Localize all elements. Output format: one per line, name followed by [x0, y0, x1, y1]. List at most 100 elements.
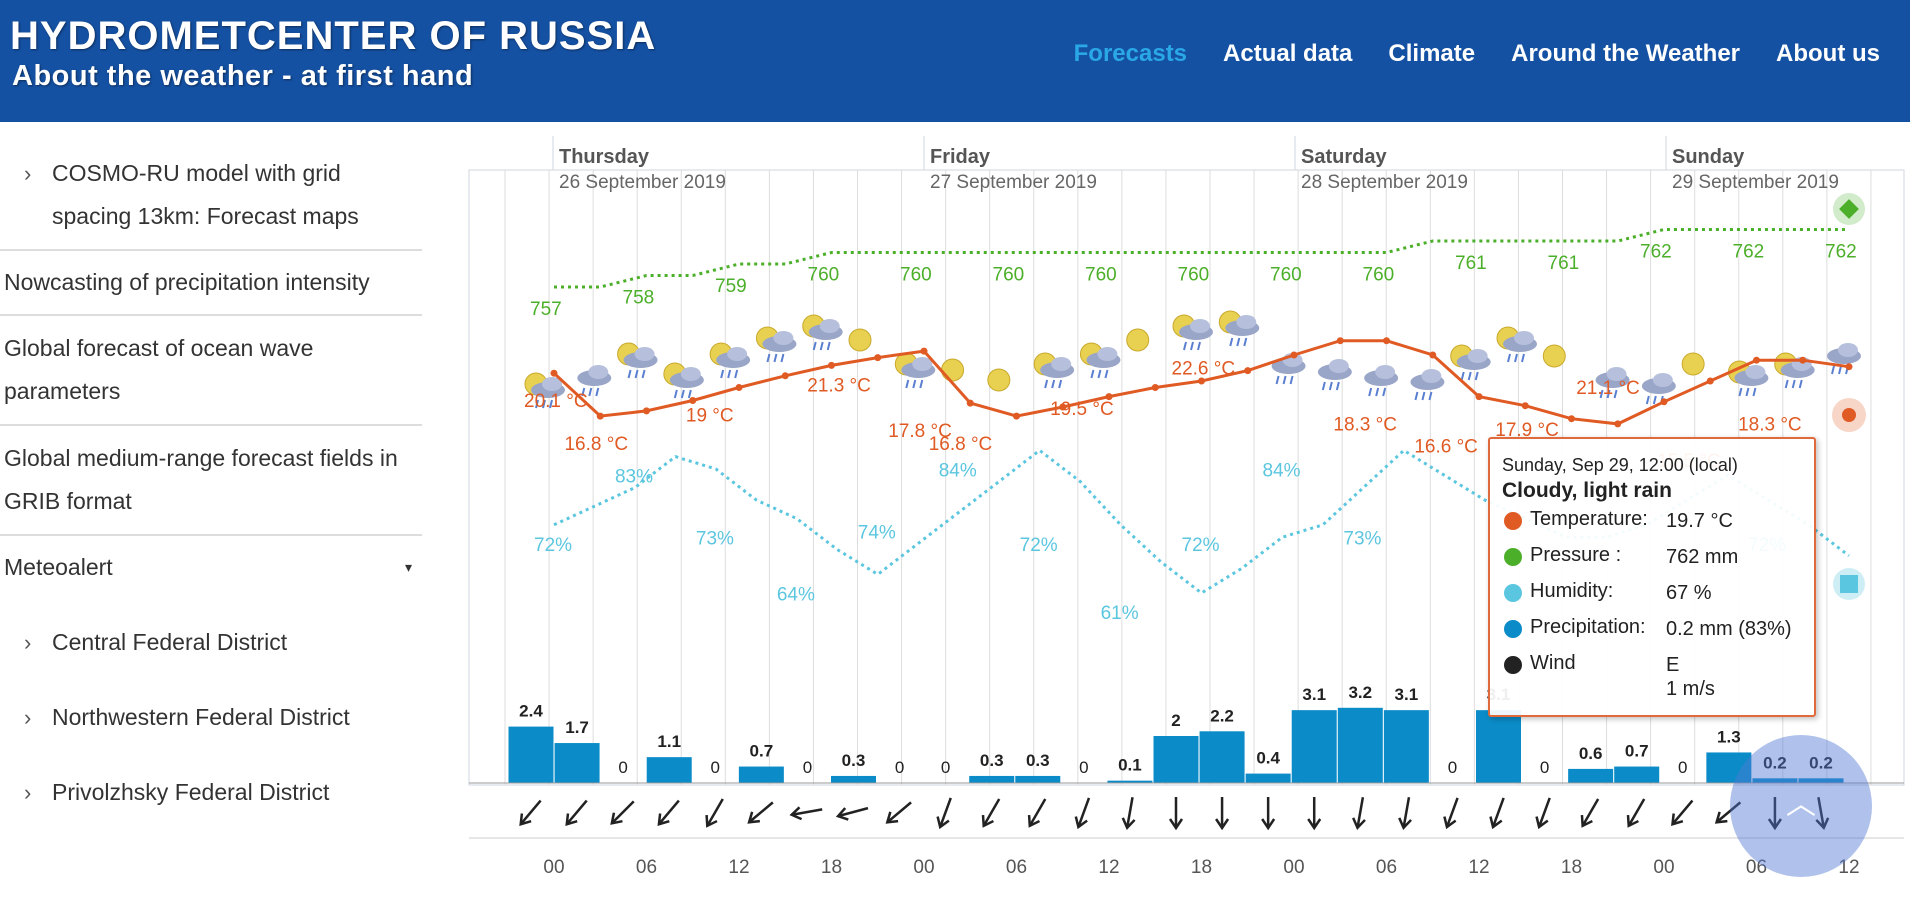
rain-drop-icon	[1645, 395, 1650, 405]
precipitation-label: 2	[1171, 711, 1180, 730]
wind-arrow-shaft	[1628, 798, 1646, 826]
temperature-point	[920, 347, 928, 355]
nav-climate[interactable]: Climate	[1388, 40, 1476, 67]
sidebar-item-nowcasting[interactable]: Nowcasting of precipitation intensity	[0, 251, 422, 316]
day-name-label: Friday	[930, 146, 991, 168]
precipitation-label: 0.1	[1118, 756, 1142, 775]
temperature-point	[1151, 384, 1159, 391]
pressure-label: 761	[1548, 253, 1580, 274]
rain-drop-icon	[1044, 379, 1049, 389]
precipitation-label: 0	[618, 758, 627, 777]
temperature-label: 19.5 °C	[1050, 399, 1114, 420]
humidity-label: 83%	[615, 467, 653, 488]
sky-condition-icon	[617, 342, 658, 379]
sidebar-item-meteoalert[interactable]: Meteoalert ▾	[0, 536, 422, 589]
chart-tooltip: Sunday, Sep 29, 12:00 (local) Cloudy, li…	[1488, 437, 1816, 717]
wind-arrow-shaft	[749, 801, 774, 823]
wind-arrow-head	[936, 816, 950, 830]
temperature-point	[1521, 402, 1529, 410]
cloud-icon	[588, 365, 609, 379]
wind-arrow-head	[1027, 814, 1041, 828]
wind-arrow-head	[1307, 818, 1322, 831]
temperature-point	[781, 372, 789, 380]
tooltip-label: Wind	[1530, 652, 1576, 674]
pressure-label: 760	[900, 265, 932, 286]
rain-drop-icon	[1521, 353, 1525, 363]
precipitation-label: 2.2	[1210, 706, 1234, 725]
precipitation-label: 1.3	[1717, 727, 1741, 746]
precipitation-label: 0	[1448, 758, 1457, 777]
pressure-label: 762	[1640, 242, 1672, 263]
cloud-icon	[1051, 357, 1072, 371]
scroll-to-top-button[interactable]: ︿	[1730, 735, 1872, 877]
weather-forecast-chart[interactable]: Thursday 26 September 2019 Friday 27 Septem…	[465, 130, 1910, 914]
sidebar-item-label: Nowcasting of precipitation intensity	[4, 269, 370, 295]
wind-arrow-icon	[1671, 799, 1694, 826]
rain-drop-icon	[773, 353, 778, 363]
rain-drop-icon	[1289, 375, 1294, 385]
sun-icon	[1126, 328, 1150, 352]
cloud-icon	[773, 331, 794, 345]
temperature-point	[1059, 403, 1067, 411]
nav-around-the-weather[interactable]: Around the Weather	[1511, 40, 1741, 67]
tooltip-value: 67 %	[1666, 582, 1712, 604]
wind-arrow-icon	[885, 801, 912, 824]
rain-drop-icon	[1104, 369, 1109, 379]
precipitation-label: 0.3	[1026, 751, 1050, 770]
sun-icon	[987, 368, 1011, 392]
sky-condition-icon	[1364, 365, 1399, 397]
precipitation-bar	[1706, 752, 1752, 783]
wind-arrow-icon	[981, 798, 1001, 828]
sidebar-item-northwestern[interactable]: › Northwestern Federal District	[0, 664, 422, 739]
sidebar-item-privolzhsky[interactable]: › Privolzhsky Federal District	[0, 739, 422, 814]
sky-condition-icon	[709, 342, 751, 379]
x-tick-label: 06	[1376, 857, 1397, 878]
wind-arrow-icon	[1626, 798, 1646, 828]
site-title[interactable]: HYDROMETCENTER OF RUSSIA	[10, 14, 657, 58]
chevron-right-icon: ›	[24, 161, 32, 186]
rain-drop-icon	[1831, 365, 1835, 375]
temperature-point	[1336, 337, 1344, 345]
wind-arrow-icon	[1489, 797, 1505, 830]
sidebar-item-label: Northwestern Federal District	[52, 704, 350, 730]
wind-arrow-icon	[789, 806, 823, 821]
rain-drop-icon	[727, 369, 732, 379]
wind-arrow-icon	[1714, 801, 1742, 824]
wind-arrow-head	[1168, 818, 1184, 831]
nav-actual-data[interactable]: Actual data	[1223, 40, 1353, 67]
precipitation-label: 1.7	[565, 718, 589, 737]
sidebar-item-cosmo[interactable]: › COSMO-RU model with grid spacing 13km:…	[0, 122, 422, 251]
sky-condition-icon	[1827, 343, 1861, 375]
rain-drop-icon	[542, 399, 546, 409]
rain-drop-icon	[1321, 381, 1326, 391]
wind-arrow-shaft	[611, 800, 635, 824]
temperature-marker-icon	[1842, 408, 1856, 422]
precipitation-bar	[646, 757, 692, 783]
rain-drop-icon	[1791, 379, 1796, 389]
sidebar-item-central[interactable]: › Central Federal District	[0, 589, 422, 664]
nav-about-us[interactable]: About us	[1776, 40, 1880, 67]
nav-forecasts[interactable]: Forecasts	[1073, 40, 1188, 67]
wind-arrow-icon	[1215, 797, 1230, 831]
wind-arrow-shaft	[1402, 797, 1411, 827]
cloud-icon	[1652, 373, 1673, 387]
pressure-label: 762	[1825, 242, 1857, 263]
wind-arrow-shaft	[1492, 797, 1505, 827]
site-subtitle: About the weather - at first hand	[12, 60, 474, 92]
sidebar-item-grib[interactable]: Global medium-range forecast fields in G…	[0, 426, 422, 536]
sun-icon	[1681, 352, 1705, 376]
rain-drop-icon	[720, 369, 725, 379]
sidebar: › COSMO-RU model with grid spacing 13km:…	[0, 122, 422, 814]
wind-arrow-shaft	[706, 798, 724, 826]
day-name-label: Sunday	[1672, 146, 1745, 168]
x-tick-label: 12	[1838, 857, 1859, 878]
wind-arrow-icon	[1398, 797, 1412, 830]
rain-drop-icon	[1752, 387, 1757, 397]
humidity-label: 73%	[696, 529, 734, 550]
cloud-icon	[542, 377, 562, 391]
wind-arrow-head	[1352, 817, 1366, 830]
sidebar-item-ocean[interactable]: Global forecast of ocean wave parameters	[0, 316, 422, 426]
wind-arrow-head	[1261, 818, 1276, 831]
precipitation-bar	[1798, 778, 1844, 783]
humidity-marker-icon	[1840, 575, 1858, 593]
